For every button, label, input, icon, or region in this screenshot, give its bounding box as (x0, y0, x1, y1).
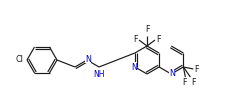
Text: Cl: Cl (15, 56, 23, 64)
Text: F: F (191, 78, 196, 87)
Text: NH: NH (93, 70, 105, 79)
Text: F: F (194, 64, 199, 73)
Text: F: F (145, 25, 149, 34)
Text: F: F (134, 35, 138, 43)
Text: N: N (85, 54, 91, 63)
Text: N: N (131, 62, 137, 72)
Text: N: N (169, 70, 175, 79)
Text: F: F (182, 78, 187, 87)
Text: F: F (156, 35, 160, 43)
